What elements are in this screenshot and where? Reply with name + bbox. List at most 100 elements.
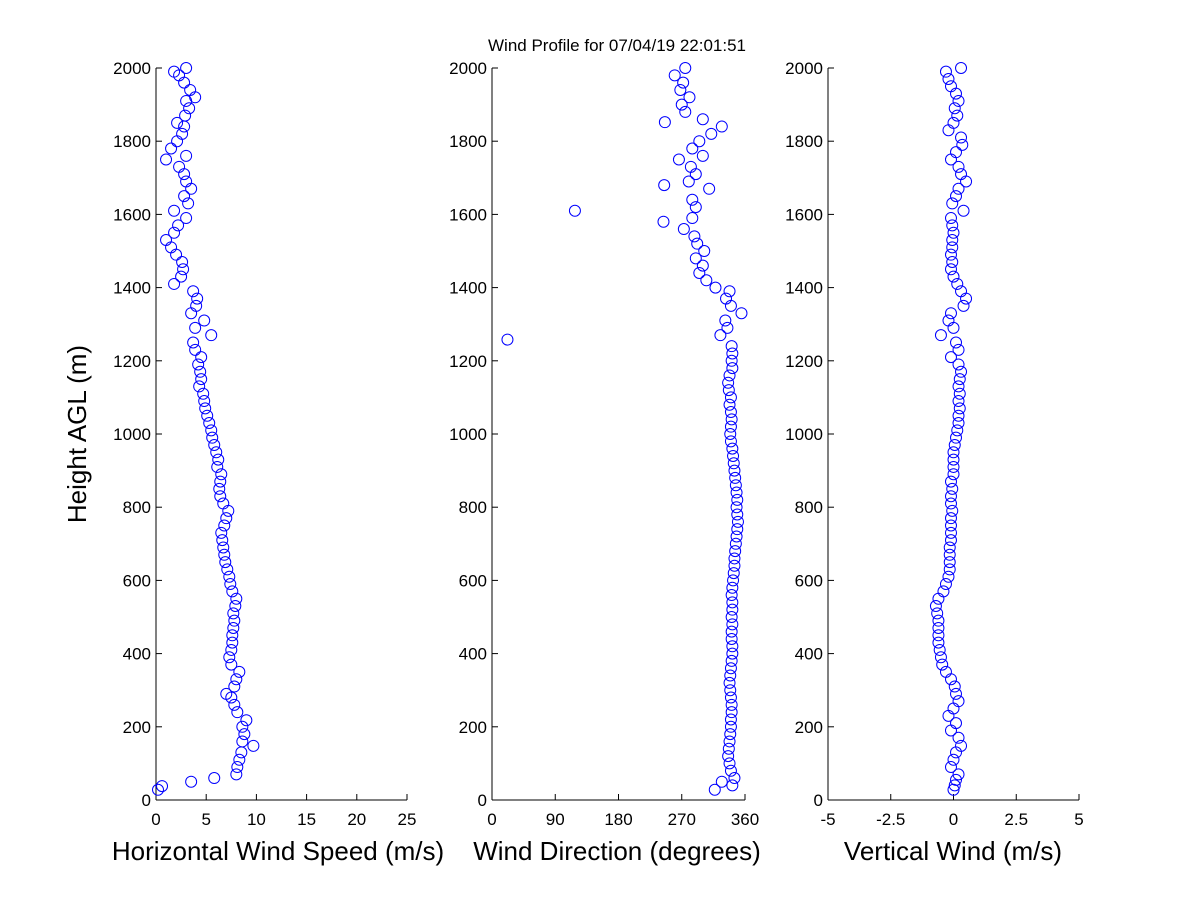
y-tick-label: 1400 (449, 279, 487, 298)
data-point (696, 149, 709, 162)
data-point (682, 175, 695, 188)
data-point (948, 680, 961, 693)
data-point (180, 212, 193, 225)
data-point (929, 600, 942, 613)
data-point (724, 428, 737, 440)
data-point (231, 761, 244, 774)
data-point (193, 380, 206, 393)
data-point (944, 475, 957, 488)
data-point (668, 69, 681, 82)
x-tick-label: 270 (668, 810, 696, 829)
data-point (173, 160, 186, 173)
data-point (723, 676, 736, 689)
data-point (944, 497, 957, 510)
data-point (224, 578, 237, 591)
data-point (226, 629, 239, 642)
data-point (939, 665, 952, 678)
data-point (225, 658, 238, 671)
x-tick-label: 10 (247, 810, 266, 829)
data-point (211, 460, 224, 473)
data-point (691, 237, 704, 250)
x-tick-label: 0 (487, 810, 496, 829)
y-tick-label: 0 (142, 791, 151, 810)
data-point (180, 62, 193, 74)
data-point (724, 728, 737, 741)
data-point (725, 632, 738, 645)
vertical-wind-panel: 0 200 400 600 800 1000 1200 1400 1600 1800 2000 -5 -… (785, 59, 1084, 866)
data-point (933, 643, 946, 656)
data-point (946, 255, 959, 268)
data-point (722, 384, 735, 397)
data-point (190, 299, 203, 312)
y-tick-label: 0 (814, 791, 823, 810)
data-point (725, 654, 738, 667)
data-point (221, 563, 234, 576)
data-point (946, 504, 959, 517)
y-tick-label: 800 (795, 498, 823, 517)
data-point (198, 314, 211, 327)
data-point (152, 783, 165, 796)
data-point (726, 647, 739, 660)
data-point (168, 226, 181, 239)
data-point (947, 468, 960, 481)
x-tick-label: 20 (347, 810, 366, 829)
data-point (944, 80, 957, 93)
data-point (724, 691, 737, 704)
data-point (729, 545, 742, 558)
data-point (725, 413, 738, 426)
data-point (952, 94, 965, 107)
data-point (950, 773, 963, 786)
data-point (950, 431, 963, 444)
data-point (223, 570, 236, 583)
data-point (689, 201, 702, 214)
data-point (944, 512, 957, 525)
data-point (952, 417, 965, 430)
data-point (956, 138, 969, 151)
data-point (726, 603, 739, 616)
data-point (726, 779, 739, 792)
data-point (177, 263, 190, 276)
y-tick-label: 1400 (785, 279, 823, 298)
data-point (192, 358, 205, 371)
horizontal-wind-speed-panel: 0 200 400 600 800 1000 1200 1400 1600 1800 2000 0 5 1… (62, 59, 444, 866)
y-tick-label: 1400 (113, 279, 151, 298)
data-point (709, 281, 722, 294)
data-point (735, 307, 748, 320)
data-point (708, 783, 721, 796)
data-point (203, 417, 216, 430)
data-point (195, 351, 208, 364)
data-point (724, 684, 737, 697)
y-tick-label: 1200 (113, 352, 151, 371)
data-point (726, 581, 739, 594)
data-point (175, 270, 188, 283)
data-point (955, 285, 968, 298)
data-point (715, 775, 728, 788)
data-point (226, 636, 239, 649)
data-point (727, 449, 740, 462)
data-point (180, 149, 193, 162)
data-point (725, 698, 738, 711)
data-point (932, 614, 945, 627)
x-tick-label: 5 (201, 810, 210, 829)
data-point (725, 706, 738, 719)
data-point (168, 204, 181, 217)
data-point (725, 340, 738, 353)
data-point (226, 585, 239, 598)
data-point (184, 83, 197, 96)
y-tick-label: 400 (123, 645, 151, 664)
data-point (178, 190, 191, 203)
data-point (731, 523, 744, 536)
data-point (947, 460, 960, 473)
data-point (727, 457, 740, 470)
y-tick-label: 800 (459, 498, 487, 517)
data-point (952, 409, 965, 422)
data-point (568, 204, 581, 217)
data-point (171, 116, 184, 129)
x-tick-label: 25 (398, 810, 417, 829)
data-point (943, 541, 956, 554)
data-point (942, 570, 955, 583)
data-point (944, 263, 957, 276)
data-point (719, 314, 732, 327)
